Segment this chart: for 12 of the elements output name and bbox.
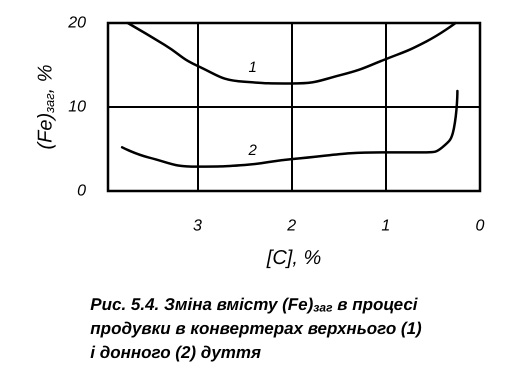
y-tick-label: 20 xyxy=(67,14,86,32)
x-tick-label: 0 xyxy=(476,218,485,234)
y-axis-title: (Fe)заг, % xyxy=(34,64,57,150)
y-tick-label: 0 xyxy=(77,182,86,200)
x-tick-label: 3 xyxy=(193,218,202,234)
text: Рис. 5.4. Зміна вмісту (Fe)заг в процесі продувки в конвертерах верхнього (1) і донного (2) дуття xyxy=(90,295,422,362)
x-tick-label: 1 xyxy=(381,218,390,234)
y-tick-label: 10 xyxy=(68,98,86,116)
annotation: 2 xyxy=(248,142,258,159)
annotation: 1 xyxy=(248,58,257,76)
x-tick-label: 2 xyxy=(286,218,296,234)
x-axis-title: [C], % xyxy=(266,247,322,269)
